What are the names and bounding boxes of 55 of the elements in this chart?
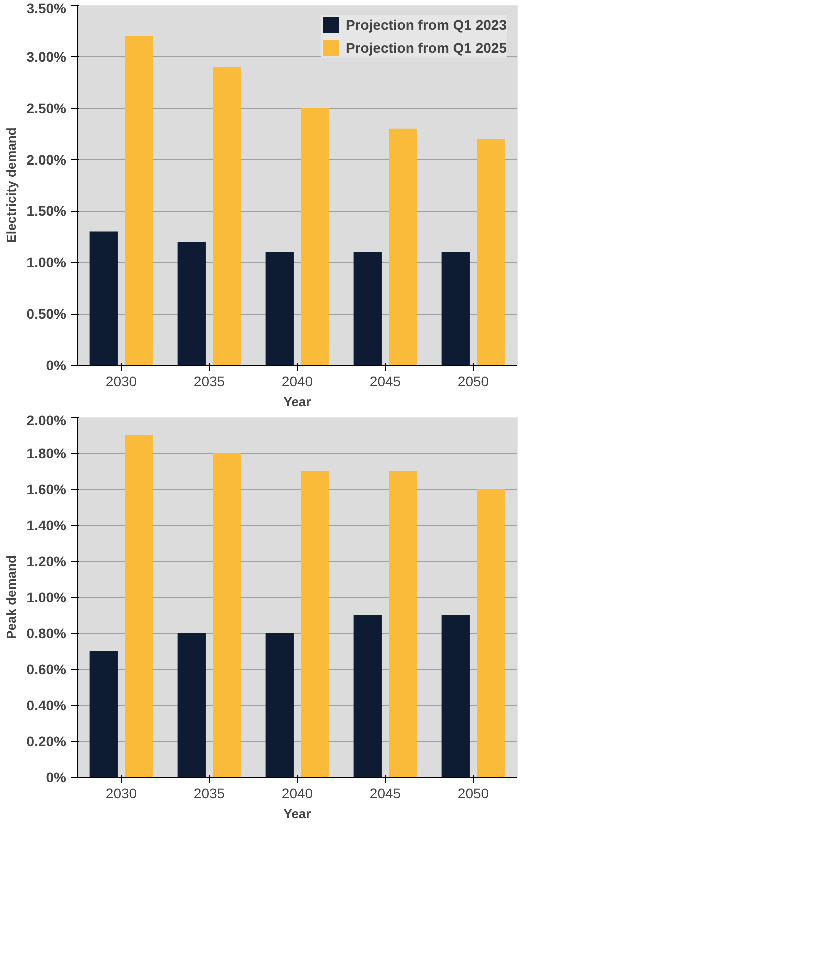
- y-tick-label: 0.20%: [26, 734, 68, 750]
- y-tick-label: 1.00%: [26, 254, 68, 271]
- y-tick-label: 0.80%: [26, 626, 68, 642]
- x-tick-label: 2035: [194, 374, 226, 390]
- x-axis-title: Year: [284, 394, 312, 410]
- legend-label: Projection from Q1 2023: [346, 17, 507, 33]
- bar: [477, 139, 506, 366]
- y-tick-label: 3.50%: [26, 0, 68, 16]
- y-tick-label: 1.00%: [26, 590, 68, 606]
- bar: [90, 652, 118, 778]
- bar: [90, 232, 118, 366]
- y-axis-title: Peak demand: [4, 556, 19, 640]
- legend-label: Projection from Q1 2025: [346, 40, 507, 56]
- x-tick-label: 2050: [458, 786, 490, 802]
- x-tick-label: 2030: [106, 374, 138, 390]
- bar: [266, 634, 294, 778]
- bar: [125, 36, 154, 366]
- bar: [354, 252, 382, 366]
- x-tick-label: 2040: [282, 374, 314, 390]
- bar: [178, 242, 206, 366]
- bar: [389, 128, 418, 366]
- y-tick-label: 0.60%: [26, 662, 68, 678]
- bar: [442, 616, 470, 778]
- y-tick-label: 3.00%: [26, 48, 68, 65]
- bar: [213, 67, 242, 366]
- y-axis-title: Electricity demand: [4, 128, 19, 244]
- y-tick-label: 1.60%: [26, 482, 68, 498]
- y-tick-label: 0.50%: [26, 306, 68, 322]
- bar: [178, 634, 206, 778]
- y-tick-label: 1.20%: [26, 554, 68, 570]
- x-tick-label: 2030: [106, 786, 138, 802]
- y-tick-label: 1.40%: [26, 518, 68, 534]
- bar: [442, 252, 470, 366]
- y-tick-label: 0%: [46, 358, 68, 374]
- y-tick-label: 1.80%: [26, 446, 68, 462]
- x-axis-title: Year: [284, 806, 312, 822]
- x-tick-label: 2050: [458, 374, 490, 390]
- y-tick-label: 0.40%: [26, 698, 68, 714]
- y-tick-label: 2.50%: [26, 100, 68, 116]
- bar: [266, 252, 294, 366]
- y-tick-label: 2.00%: [26, 412, 68, 428]
- bar: [213, 454, 242, 778]
- bar: [301, 472, 330, 778]
- x-tick-label: 2035: [194, 786, 226, 802]
- x-tick-label: 2045: [370, 786, 402, 802]
- bar: [477, 490, 506, 778]
- y-tick-label: 0%: [46, 770, 68, 786]
- x-tick-label: 2045: [370, 374, 402, 390]
- bar: [125, 436, 154, 778]
- bar: [301, 108, 330, 366]
- bar: [389, 472, 418, 778]
- x-tick-label: 2040: [282, 786, 314, 802]
- y-tick-label: 1.50%: [26, 203, 68, 220]
- bar: [354, 616, 382, 778]
- y-tick-label: 2.00%: [26, 152, 68, 168]
